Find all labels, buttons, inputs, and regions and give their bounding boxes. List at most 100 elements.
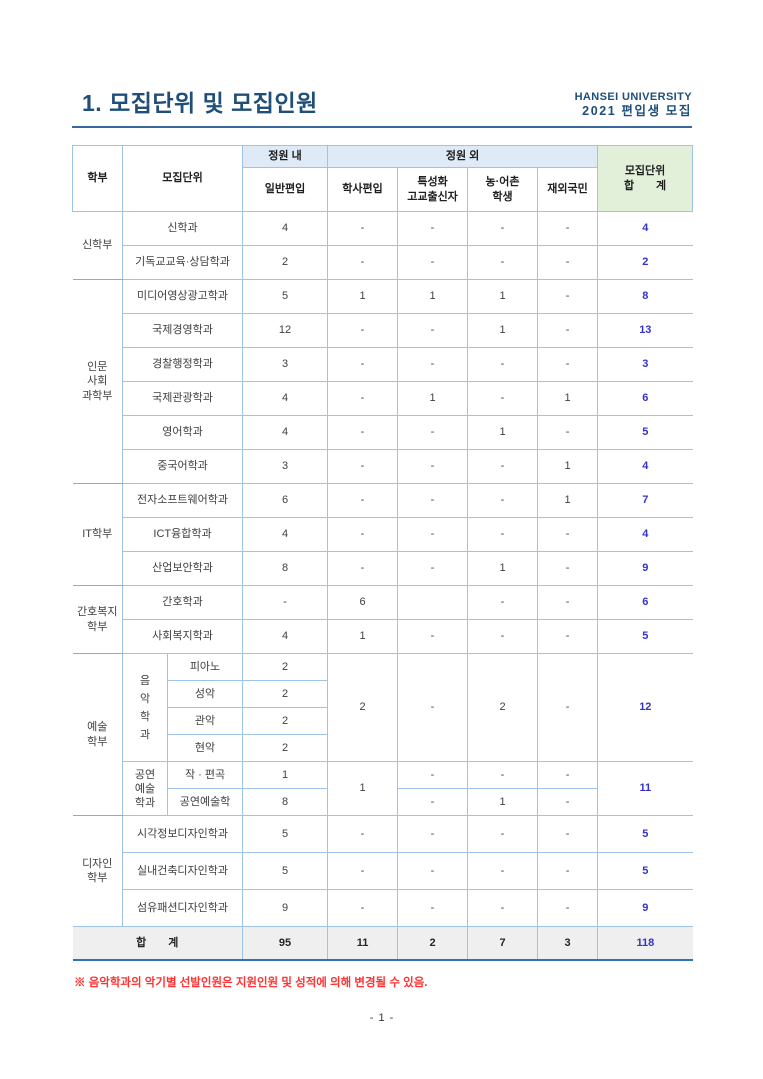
specialized-cell: - (397, 449, 469, 484)
unit-cell: 신학과 (121, 211, 244, 246)
unit-total-cell: 11 (597, 761, 693, 816)
bachelor-transfer-cell: - (327, 517, 399, 552)
faculty-cell: 인문 사회 과학부 (72, 279, 123, 484)
general-transfer-cell: 4 (242, 381, 329, 416)
total-row-label: 합 계 (72, 926, 244, 961)
unit-cell: 사회복지학과 (121, 619, 244, 654)
unit-total-cell: 5 (597, 815, 693, 853)
general-transfer-cell: 6 (242, 483, 329, 518)
total-general-transfer: 95 (242, 926, 329, 961)
unit-cell: 피아노 (166, 653, 244, 681)
header-row: 일반편입 학사편입 특성화 고교출신자 농·어촌 학생 재외국민 (73, 167, 693, 212)
specialized-cell: - (397, 483, 469, 518)
table-row: 간호복지 학부 간호학과 - 6 - - 6 (72, 585, 693, 654)
document-header: 1. 모집단위 및 모집인원 HANSEI UNIVERSITY 2021 편입… (72, 80, 692, 120)
unit-total-cell: 13 (597, 313, 693, 348)
unit-total-label-line2: 합 계 (623, 179, 667, 192)
unit-cell: ICT융합학과 (121, 517, 244, 552)
unit-cell: 중국어학과 (121, 449, 244, 484)
table-row: 현악 2 (73, 734, 693, 762)
general-transfer-cell: 2 (242, 653, 329, 681)
table-row: 영어학과 4 - - 1 - 5 (73, 415, 693, 450)
table-row: 경찰행정학과 3 - - - - 3 (73, 347, 693, 382)
table-row: 신학부 신학과 4 - - - - 4 (72, 211, 693, 280)
rural-cell: - (467, 449, 539, 484)
unit-cell: 현악 (166, 734, 244, 762)
general-transfer-cell: 4 (242, 619, 329, 654)
unit-total-cell: 4 (597, 449, 693, 484)
rural-cell: 1 (467, 279, 539, 314)
table-row: 인문 사회 과학부 미디어영상광고학과 5 1 1 1 - 8 (72, 279, 693, 484)
col-header-faculty: 학부 (72, 145, 123, 212)
dept-cell-music: 음 악 학 과 (122, 653, 168, 762)
bachelor-transfer-cell: - (327, 211, 399, 246)
brand-block: HANSEI UNIVERSITY 2021 편입생 모집 (575, 91, 692, 120)
total-specialized: 2 (397, 926, 469, 961)
bachelor-transfer-cell: - (327, 313, 399, 348)
table-row: 기독교교육·상담학과 2 - - - - 2 (73, 245, 693, 280)
overseas-cell: - (537, 211, 599, 246)
bachelor-transfer-cell: - (327, 551, 399, 586)
total-bachelor-transfer: 11 (327, 926, 399, 961)
specialized-cell: - (397, 211, 469, 246)
rural-cell: 2 (467, 653, 539, 762)
unit-cell: 섬유패션디자인학과 (121, 889, 244, 927)
overseas-cell: - (537, 279, 599, 314)
specialized-cell (397, 585, 469, 620)
overseas-cell: - (537, 551, 599, 586)
unit-cell: 간호학과 (121, 585, 244, 620)
col-header-specialized-hs: 특성화 고교출신자 (397, 167, 469, 212)
unit-cell: 국제경영학과 (121, 313, 244, 348)
overseas-cell: 1 (537, 449, 599, 484)
rural-cell: - (467, 211, 539, 246)
unit-total-cell: 12 (597, 653, 693, 762)
col-header-general-transfer: 일반편입 (242, 167, 329, 212)
rural-cell: - (467, 815, 539, 853)
unit-total-label-line1: 모집단위 (624, 165, 666, 178)
table-row: 실내건축디자인학과 5 - - - - 5 (73, 852, 693, 890)
specialized-cell: - (397, 313, 469, 348)
rural-cell: 1 (467, 415, 539, 450)
bachelor-transfer-cell: - (327, 483, 399, 518)
unit-total-cell: 9 (597, 889, 693, 927)
general-transfer-cell: 4 (242, 211, 329, 246)
header-row: 학부 모집단위 정원 내 정원 외 모집단위 합 계 (72, 145, 694, 212)
faculty-cell: 간호복지 학부 (72, 585, 123, 654)
table-row: 산업보안학과 8 - - 1 - 9 (73, 551, 693, 586)
unit-total-cell: 2 (597, 245, 693, 280)
overseas-cell: - (537, 761, 599, 789)
general-transfer-cell: 1 (242, 761, 329, 789)
specialized-cell: - (397, 245, 469, 280)
unit-total-cell: 4 (597, 211, 693, 246)
rural-cell: - (467, 483, 539, 518)
bachelor-transfer-cell: - (327, 889, 399, 927)
unit-total-cell: 8 (597, 279, 693, 314)
overseas-cell: - (537, 653, 599, 762)
specialized-cell: - (397, 551, 469, 586)
general-transfer-cell: 5 (242, 852, 329, 890)
overseas-cell: 1 (537, 381, 599, 416)
general-transfer-cell: 8 (242, 788, 329, 816)
col-header-bachelor-transfer: 학사편입 (327, 167, 399, 212)
table-row: 공연예술학 8 - 1 - (73, 788, 693, 816)
table-row: IT학부 전자소프트웨어학과 6 - - - 1 7 (72, 483, 693, 586)
rural-cell: - (467, 619, 539, 654)
overseas-cell: - (537, 889, 599, 927)
unit-total-cell: 5 (597, 619, 693, 654)
bachelor-transfer-cell: - (327, 815, 399, 853)
general-transfer-cell: 4 (242, 415, 329, 450)
header-divider (72, 126, 692, 128)
overseas-cell: - (537, 788, 599, 816)
general-transfer-cell: 2 (242, 707, 329, 735)
general-transfer-cell: 2 (242, 734, 329, 762)
unit-cell: 국제관광학과 (121, 381, 244, 416)
bachelor-transfer-cell: 6 (327, 585, 399, 620)
overseas-cell: - (537, 415, 599, 450)
specialized-cell: - (397, 761, 469, 789)
unit-cell: 미디어영상광고학과 (121, 279, 244, 314)
table-row: 섬유패션디자인학과 9 - - - - 9 (73, 889, 693, 927)
table-row: 중국어학과 3 - - - 1 4 (73, 449, 693, 484)
admission-quota-table: 학부 모집단위 정원 내 정원 외 모집단위 합 계 일반편입 학사편입 특성화… (72, 145, 694, 961)
rural-cell: - (467, 517, 539, 552)
